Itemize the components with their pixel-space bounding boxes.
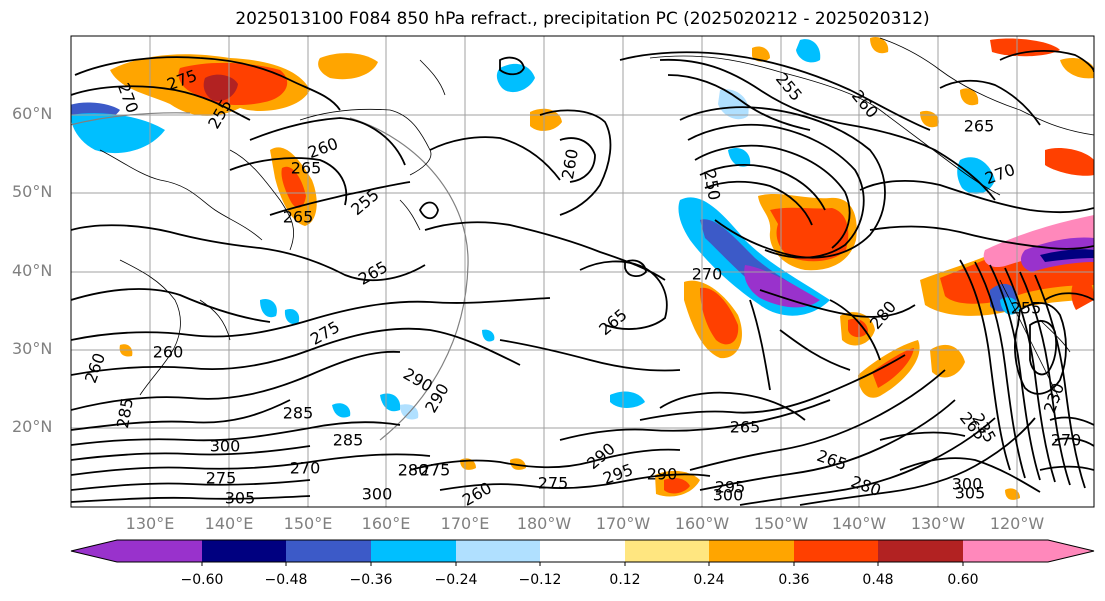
lon-label-170w: 170°W	[595, 514, 651, 533]
colorbar-label: 0.48	[862, 572, 894, 588]
contour-label: 270	[1050, 430, 1082, 450]
contour-label: 260	[152, 342, 184, 362]
lon-label-170e: 170°E	[440, 514, 490, 533]
contour-label: 280	[397, 460, 429, 480]
colorbar-label: 0.12	[609, 572, 641, 588]
contour-label: 270	[289, 458, 321, 478]
colorbar-outline	[70, 539, 1095, 563]
contour-label: 255	[1010, 298, 1042, 318]
contour-label: 275	[419, 460, 451, 480]
contour-label: 305	[954, 483, 986, 503]
colorbar-segment	[456, 540, 540, 562]
contour-label: 270	[691, 264, 723, 284]
refractivity-contours	[71, 50, 1094, 506]
contour-label: 300	[712, 485, 744, 505]
colorbar-label: −0.12	[518, 572, 562, 588]
colorbar-segment	[540, 540, 625, 562]
lat-label-20n: 20°N	[12, 417, 53, 436]
lon-label-160e: 160°E	[361, 514, 411, 533]
lon-label-140e: 140°E	[204, 514, 254, 533]
lon-label-150e: 150°E	[283, 514, 333, 533]
contour-label: 265	[282, 207, 314, 227]
lon-label-130w: 130°W	[910, 514, 966, 533]
lat-label-50n: 50°N	[12, 182, 53, 201]
colorbar-label: −0.24	[434, 572, 478, 588]
colorbar-segment	[286, 540, 371, 562]
contour-label: 305	[224, 488, 256, 508]
contour-label: 285	[332, 430, 364, 450]
colorbar-label: −0.36	[349, 572, 393, 588]
contour-label: 290	[646, 464, 678, 484]
lon-label-140w: 140°W	[831, 514, 887, 533]
map-title: 2025013100 F084 850 hPa refract., precip…	[235, 9, 930, 29]
colorbar-segment	[794, 540, 878, 562]
contour-label: 275	[537, 473, 569, 493]
range-circle	[71, 112, 469, 441]
colorbar-segment	[202, 540, 286, 562]
colorbar-label: 0.60	[947, 572, 979, 588]
lat-label-30n: 30°N	[12, 339, 53, 358]
colorbar-label: −0.48	[264, 572, 308, 588]
colorbar-segment	[625, 540, 709, 562]
colorbar-segment	[371, 540, 456, 562]
lon-label-150w: 150°W	[753, 514, 809, 533]
lon-label-130e: 130°E	[125, 514, 175, 533]
colorbar-segment	[963, 540, 1094, 562]
contour-label: 300	[951, 474, 983, 494]
contour-label: 265	[729, 417, 761, 437]
colorbar-segment	[709, 540, 794, 562]
coastlines	[99, 37, 1094, 401]
graticule	[71, 36, 1094, 507]
contour-label: 295	[714, 477, 746, 497]
contour-label: 275	[205, 468, 237, 488]
contour-label: 265	[290, 158, 322, 178]
lon-label-120w: 120°W	[989, 514, 1045, 533]
contour-label: 285	[282, 403, 314, 423]
contour-label: 265	[963, 116, 995, 136]
colorbar-segment	[878, 540, 963, 562]
lat-label-40n: 40°N	[12, 261, 53, 280]
colorbar-label: 0.36	[778, 572, 810, 588]
colorbar-segment	[71, 540, 202, 562]
map-border	[70, 35, 1095, 508]
colorbar-label: 0.24	[693, 572, 725, 588]
colorbar-ticks	[201, 562, 964, 566]
contour-label: 300	[361, 484, 393, 504]
colorbar	[70, 539, 1095, 563]
contour-label: 300	[209, 436, 241, 456]
lat-label-60n: 60°N	[12, 104, 53, 123]
lon-label-180w: 180°W	[516, 514, 572, 533]
colorbar-label: −0.60	[180, 572, 224, 588]
lon-label-160w: 160°W	[674, 514, 730, 533]
